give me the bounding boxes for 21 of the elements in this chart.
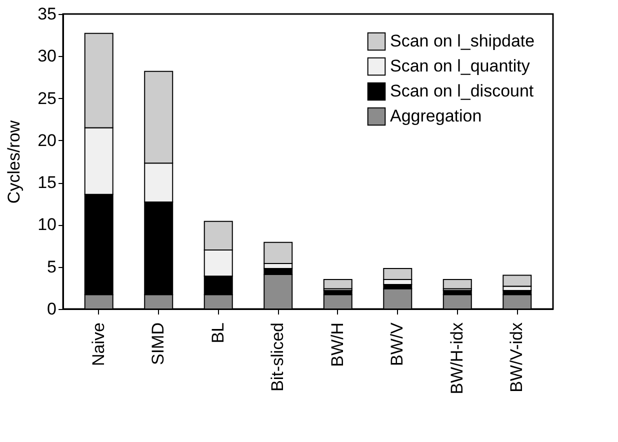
y-tick-label: 30	[38, 46, 56, 66]
legend-label: Aggregation	[390, 106, 482, 126]
y-tick-label: 25	[38, 88, 56, 108]
x-tick-label: Naive	[88, 322, 108, 366]
x-tick-label: BW/V	[388, 322, 407, 366]
legend-label: Scan on l_discount	[390, 82, 534, 100]
x-tick-label: BL	[208, 322, 228, 344]
y-tick-label: 10	[38, 215, 56, 234]
x-tick-label: BW/V-idx	[507, 322, 526, 392]
legend-label: Scan on l_quantity	[390, 56, 530, 76]
y-tick-label: 35	[38, 4, 56, 24]
x-tick-label: SIMD	[148, 322, 168, 365]
y-axis-title: Cycles/row	[4, 120, 24, 204]
y-tick-label: 0	[47, 300, 56, 318]
x-tick-label: BW/H	[328, 322, 347, 367]
legend-label: Scan on l_shipdate	[390, 32, 535, 50]
y-tick-label: 15	[38, 173, 56, 192]
x-tick-label: Bit-sliced	[268, 322, 288, 392]
y-tick-label: 5	[47, 257, 56, 276]
y-tick-label: 20	[38, 130, 56, 150]
x-tick-label: BW/H-idx	[447, 322, 466, 394]
